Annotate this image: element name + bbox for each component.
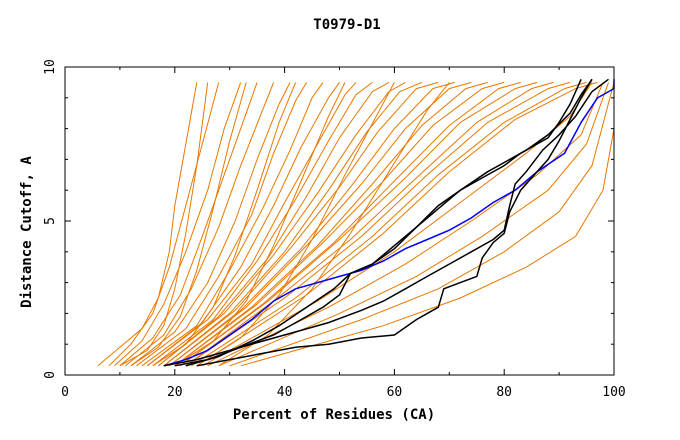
model-curve: [174, 81, 488, 367]
model-curve: [185, 81, 554, 367]
model-curve: [152, 82, 297, 367]
model-curve: [125, 82, 275, 367]
highlight-curve-blue: [163, 79, 615, 367]
model-curve: [114, 82, 242, 367]
model-curve: [152, 82, 373, 367]
chart-title: T0979-D1: [313, 17, 380, 33]
x-tick-label: 100: [602, 385, 625, 400]
highlight-curve-black: [196, 78, 593, 367]
model-curve: [108, 82, 220, 367]
x-tick-label: 80: [496, 385, 512, 400]
model-curve: [180, 81, 521, 367]
model-curve: [180, 81, 538, 367]
model-curve: [168, 81, 472, 367]
model-curve: [196, 82, 395, 367]
model-curve: [218, 82, 609, 367]
x-tick-label: 20: [167, 385, 183, 400]
model-curve: [240, 128, 615, 367]
x-tick-label: 40: [277, 385, 293, 400]
model-curve: [202, 82, 593, 367]
model-curve: [207, 82, 604, 367]
model-curve: [119, 82, 258, 367]
y-tick-label: 10: [43, 59, 58, 75]
highlight-curve-black: [174, 78, 582, 367]
model-curve: [146, 82, 357, 367]
y-tick-label: 0: [43, 371, 58, 379]
model-curve: [141, 82, 324, 367]
y-tick-label: 5: [43, 217, 58, 225]
highlighted-curves: [163, 78, 615, 367]
model-curve: [174, 82, 346, 367]
x-axis-label: Percent of Residues (CA): [233, 407, 435, 423]
x-tick-label: 60: [387, 385, 403, 400]
model-curve: [130, 82, 291, 367]
y-axis-label: Distance Cutoff, A: [19, 156, 35, 308]
model-curve: [157, 81, 406, 367]
background-curves: [97, 81, 615, 367]
model-curve: [157, 81, 390, 367]
x-tick-label: 0: [61, 385, 69, 400]
model-curve: [185, 81, 571, 367]
model-curve: [97, 82, 198, 367]
model-curve: [229, 82, 615, 367]
model-curve: [163, 81, 439, 367]
model-curve: [130, 82, 247, 367]
model-curve: [163, 81, 423, 367]
highlight-curve-black: [163, 78, 609, 367]
model-curve: [168, 81, 455, 367]
axes: 0 20 40 60 80 100 0 5 10: [43, 59, 626, 400]
model-curve: [191, 81, 587, 367]
model-curve: [218, 82, 450, 367]
model-curve: [119, 82, 209, 367]
model-curve: [136, 82, 308, 367]
